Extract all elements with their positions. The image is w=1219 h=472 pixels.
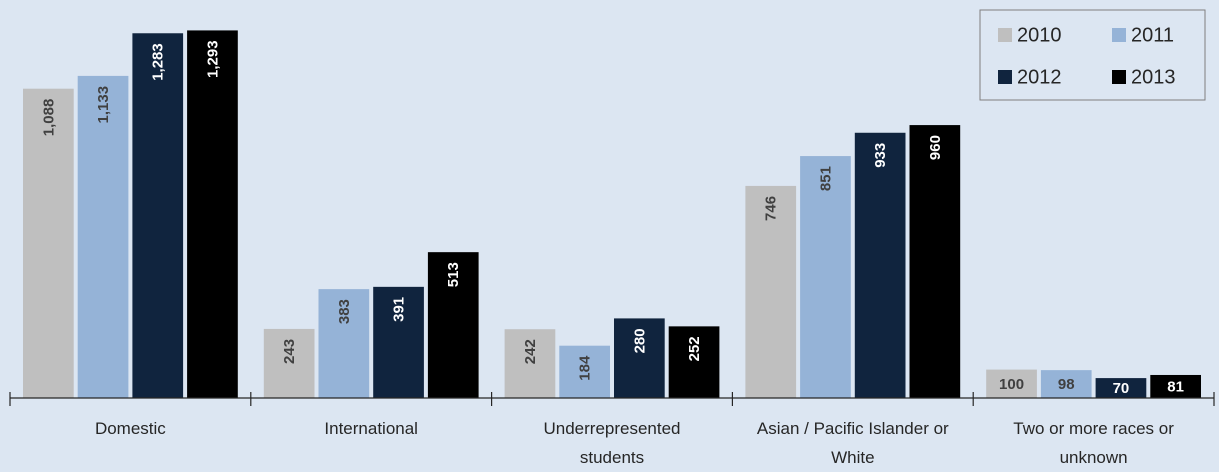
legend-box: [979, 9, 1206, 101]
value-label: 70: [1113, 380, 1130, 397]
x-tick-label: Underrepresented students: [543, 419, 681, 467]
legend-label: 2011: [1131, 24, 1174, 46]
bar: [1095, 378, 1147, 398]
value-label: 383: [336, 299, 353, 324]
legend-label: 2012: [1017, 66, 1062, 88]
value-label: 513: [445, 262, 462, 287]
bar: [1040, 370, 1092, 398]
bar: [986, 369, 1037, 398]
value-label: 851: [817, 166, 834, 191]
x-tick-label: Asian / Pacific Islander or White: [756, 419, 949, 467]
x-tick-label: International: [324, 419, 418, 438]
x-tick-label: Domestic: [94, 419, 166, 438]
bar: [668, 326, 720, 398]
value-label: 184: [577, 355, 594, 381]
value-label: 960: [927, 135, 944, 160]
value-label: 933: [872, 143, 889, 168]
bar: [559, 345, 610, 398]
value-label: 242: [522, 339, 539, 364]
legend-swatch: [998, 28, 1012, 42]
bar: [373, 286, 424, 398]
value-label: 1,293: [204, 40, 221, 78]
legend-swatch: [1112, 28, 1126, 42]
bar: [909, 125, 961, 398]
bar: [745, 185, 797, 398]
value-label: 1,133: [95, 86, 112, 124]
bar: [854, 132, 906, 399]
legend-swatch: [998, 70, 1012, 84]
bar: [1150, 374, 1201, 398]
bar: [504, 329, 556, 398]
bar: [800, 156, 851, 398]
bar: [263, 328, 315, 398]
legend-label: 2010: [1017, 24, 1062, 46]
x-tick-label: Two or more races or unknown: [1013, 419, 1174, 467]
value-label: 391: [391, 297, 408, 322]
value-label: 746: [763, 196, 780, 221]
bar: [77, 75, 129, 398]
value-label: 1,283: [150, 43, 167, 81]
bar: [187, 30, 238, 398]
bar: [318, 289, 370, 398]
bar: [614, 318, 665, 398]
value-label: 280: [631, 328, 648, 353]
value-label: 98: [1058, 376, 1075, 393]
value-label: 100: [999, 376, 1024, 393]
value-label: 243: [281, 339, 298, 364]
value-label: 81: [1167, 378, 1184, 395]
bar: [427, 252, 479, 398]
value-label: 1,088: [40, 99, 57, 137]
legend-label: 2013: [1131, 66, 1176, 88]
legend-swatch: [1112, 70, 1126, 84]
value-label: 252: [686, 336, 703, 361]
bar: [132, 33, 184, 399]
bar: [23, 88, 74, 398]
